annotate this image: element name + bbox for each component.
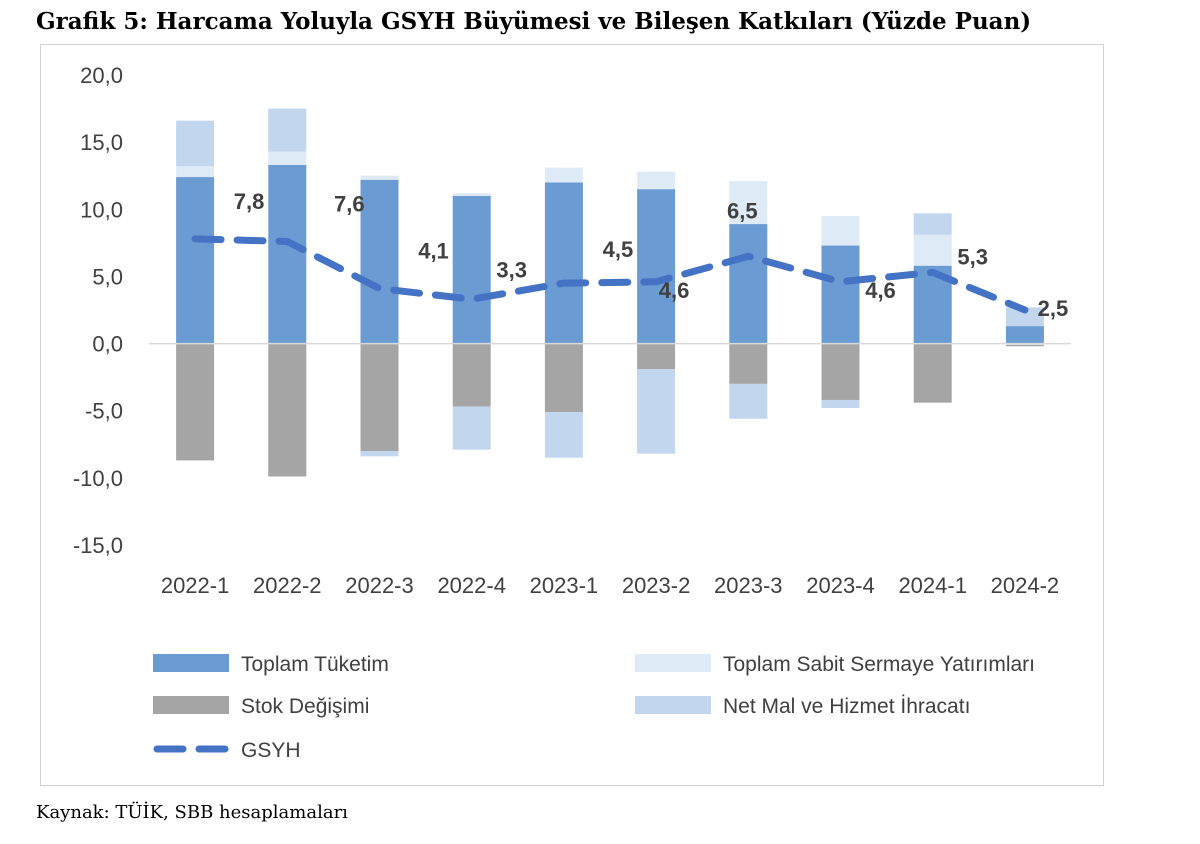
- gdp-data-label: 4,5: [603, 237, 634, 262]
- bar-segment: [729, 343, 768, 384]
- y-tick-label: 15,0: [80, 130, 123, 155]
- legend-label: GSYH: [241, 739, 301, 762]
- bar-segment: [176, 343, 215, 461]
- bar-segment: [360, 179, 399, 344]
- gdp-data-label: 3,3: [496, 257, 527, 282]
- bar-segment: [268, 164, 307, 344]
- x-tick-label: 2023-3: [714, 573, 783, 598]
- gdp-data-label: 2,5: [1038, 296, 1069, 321]
- bar-segment: [729, 224, 768, 344]
- bar-segment: [821, 399, 860, 409]
- chart-title: Grafik 5: Harcama Yoluyla GSYH Büyümesi …: [36, 8, 1032, 35]
- bar-segment: [913, 234, 952, 266]
- bar-segment: [1005, 326, 1044, 344]
- gdp-data-label: 4,6: [659, 278, 690, 303]
- bar-segment: [821, 216, 860, 246]
- y-tick-label: 0,0: [92, 332, 123, 357]
- bar-segment: [452, 406, 491, 450]
- bar-segment: [637, 343, 676, 370]
- legend-label: Toplam Sabit Sermaye Yatırımları: [723, 653, 1035, 676]
- bar-segment: [821, 343, 860, 400]
- legend-swatch: [153, 654, 229, 672]
- bar-segment: [268, 108, 307, 152]
- y-tick-label: -10,0: [73, 466, 123, 491]
- gdp-data-label: 5,3: [957, 244, 988, 269]
- bar-segment: [176, 120, 215, 167]
- bar-segment: [452, 343, 491, 407]
- bar-segment: [360, 343, 399, 451]
- x-tick-label: 2022-4: [437, 573, 506, 598]
- x-tick-label: 2022-1: [161, 573, 230, 598]
- bar-segment: [913, 343, 952, 403]
- x-axis: 2022-1 2022-2 2022-3 2022-4 2023-1 2023-2 2023…: [161, 573, 1059, 598]
- bar-segment: [544, 343, 583, 413]
- legend: Toplam Tüketim Toplam Sabit Sermaye Yatır…: [153, 653, 1035, 762]
- legend-swatch: [635, 696, 711, 714]
- bar-segment: [544, 167, 583, 183]
- bar-segment: [637, 171, 676, 190]
- y-tick-label: 10,0: [80, 197, 123, 222]
- gdp-data-label: 7,6: [334, 192, 365, 217]
- data-labels-layer: 7,8 7,6 4,1 3,3 4,5 4,6 6,5 4,6 5,3 2,5: [234, 189, 1068, 321]
- bar-segment: [360, 175, 399, 180]
- x-tick-label: 2024-2: [991, 573, 1060, 598]
- bar-segment: [268, 151, 307, 165]
- gdp-data-label: 6,5: [727, 198, 758, 223]
- bar-segment: [544, 182, 583, 344]
- x-tick-label: 2024-1: [898, 573, 967, 598]
- gdp-data-label: 4,1: [418, 239, 449, 264]
- bar-segment: [1005, 307, 1044, 327]
- source-note: Kaynak: TÜİK, SBB hesaplamaları: [36, 802, 348, 823]
- bar-segment: [268, 343, 307, 477]
- bar-segment: [729, 383, 768, 419]
- gdp-line-layer: [191, 235, 1029, 314]
- gdp-data-label: 4,6: [865, 278, 896, 303]
- x-tick-label: 2023-2: [622, 573, 691, 598]
- bar-segment: [360, 451, 399, 457]
- bar-segment: [729, 181, 768, 225]
- bar-segment: [452, 193, 491, 196]
- y-tick-label: 20,0: [80, 63, 123, 88]
- x-tick-label: 2022-3: [345, 573, 414, 598]
- bar-segment: [637, 189, 676, 344]
- chart-svg: 7,8 7,6 4,1 3,3 4,5 4,6 6,5 4,6 5,3 2,5 -15,0 -10,…: [73, 63, 1071, 762]
- bar-segment: [1005, 344, 1044, 347]
- legend-swatch: [635, 654, 711, 672]
- chart-frame: 7,8 7,6 4,1 3,3 4,5 4,6 6,5 4,6 5,3 2,5 -15,0 -10,…: [40, 44, 1104, 786]
- bar-segment: [637, 369, 676, 454]
- y-tick-label: 5,0: [92, 264, 123, 289]
- x-tick-label: 2022-2: [253, 573, 322, 598]
- bars-layer: [176, 108, 1044, 477]
- legend-label: Stok Değişimi: [241, 695, 369, 718]
- legend-label: Toplam Tüketim: [241, 653, 389, 676]
- legend-swatch: [153, 696, 229, 714]
- gdp-line: [191, 235, 1029, 314]
- y-tick-label: -15,0: [73, 533, 123, 558]
- y-tick-label: -5,0: [85, 399, 123, 424]
- y-axis: -15,0 -10,0 -5,0 0,0 5,0 10,0 15,0 20,0: [73, 63, 123, 558]
- x-tick-label: 2023-4: [806, 573, 875, 598]
- bar-segment: [821, 245, 860, 344]
- bar-segment: [913, 213, 952, 235]
- gdp-data-label: 7,8: [234, 189, 265, 214]
- x-tick-label: 2023-1: [530, 573, 599, 598]
- legend-label: Net Mal ve Hizmet İhracatı: [723, 695, 970, 718]
- bar-segment: [176, 177, 215, 344]
- bar-segment: [544, 412, 583, 458]
- bar-segment: [176, 166, 215, 178]
- bar-segment: [452, 195, 491, 344]
